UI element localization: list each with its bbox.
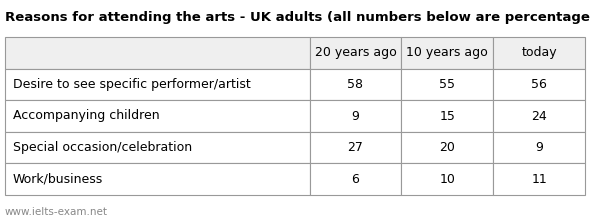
Bar [5, 37, 310, 69]
Bar [493, 132, 585, 163]
Bar [5, 163, 310, 195]
Bar [310, 100, 401, 132]
Text: 9: 9 [352, 110, 359, 123]
Text: www.ielts-exam.net: www.ielts-exam.net [5, 207, 108, 217]
Bar [493, 37, 585, 69]
Text: 27: 27 [348, 141, 363, 154]
Bar [5, 132, 310, 163]
Text: Work/business: Work/business [13, 173, 103, 186]
Bar [401, 37, 493, 69]
Bar [493, 163, 585, 195]
Text: 24: 24 [531, 110, 547, 123]
Bar [401, 69, 493, 100]
Bar [493, 100, 585, 132]
Text: 10: 10 [440, 173, 455, 186]
Text: 20 years ago: 20 years ago [314, 46, 396, 59]
Text: 58: 58 [348, 78, 363, 91]
Text: 20: 20 [440, 141, 455, 154]
Text: 6: 6 [352, 173, 359, 186]
Text: today: today [522, 46, 557, 59]
Text: Accompanying children: Accompanying children [13, 110, 160, 123]
Bar [401, 132, 493, 163]
Text: Reasons for attending the arts - UK adults (all numbers below are percentages): Reasons for attending the arts - UK adul… [5, 11, 590, 24]
Text: 11: 11 [531, 173, 547, 186]
Text: Desire to see specific performer/artist: Desire to see specific performer/artist [13, 78, 251, 91]
Text: 56: 56 [531, 78, 547, 91]
Text: 15: 15 [440, 110, 455, 123]
Text: 9: 9 [535, 141, 543, 154]
Bar [5, 69, 310, 100]
Bar [310, 69, 401, 100]
Bar [401, 100, 493, 132]
Bar [493, 69, 585, 100]
Bar [5, 100, 310, 132]
Bar [401, 163, 493, 195]
Text: 10 years ago: 10 years ago [407, 46, 488, 59]
Bar [310, 37, 401, 69]
Text: Special occasion/celebration: Special occasion/celebration [13, 141, 192, 154]
Bar [310, 132, 401, 163]
Text: 55: 55 [439, 78, 455, 91]
Bar [310, 163, 401, 195]
